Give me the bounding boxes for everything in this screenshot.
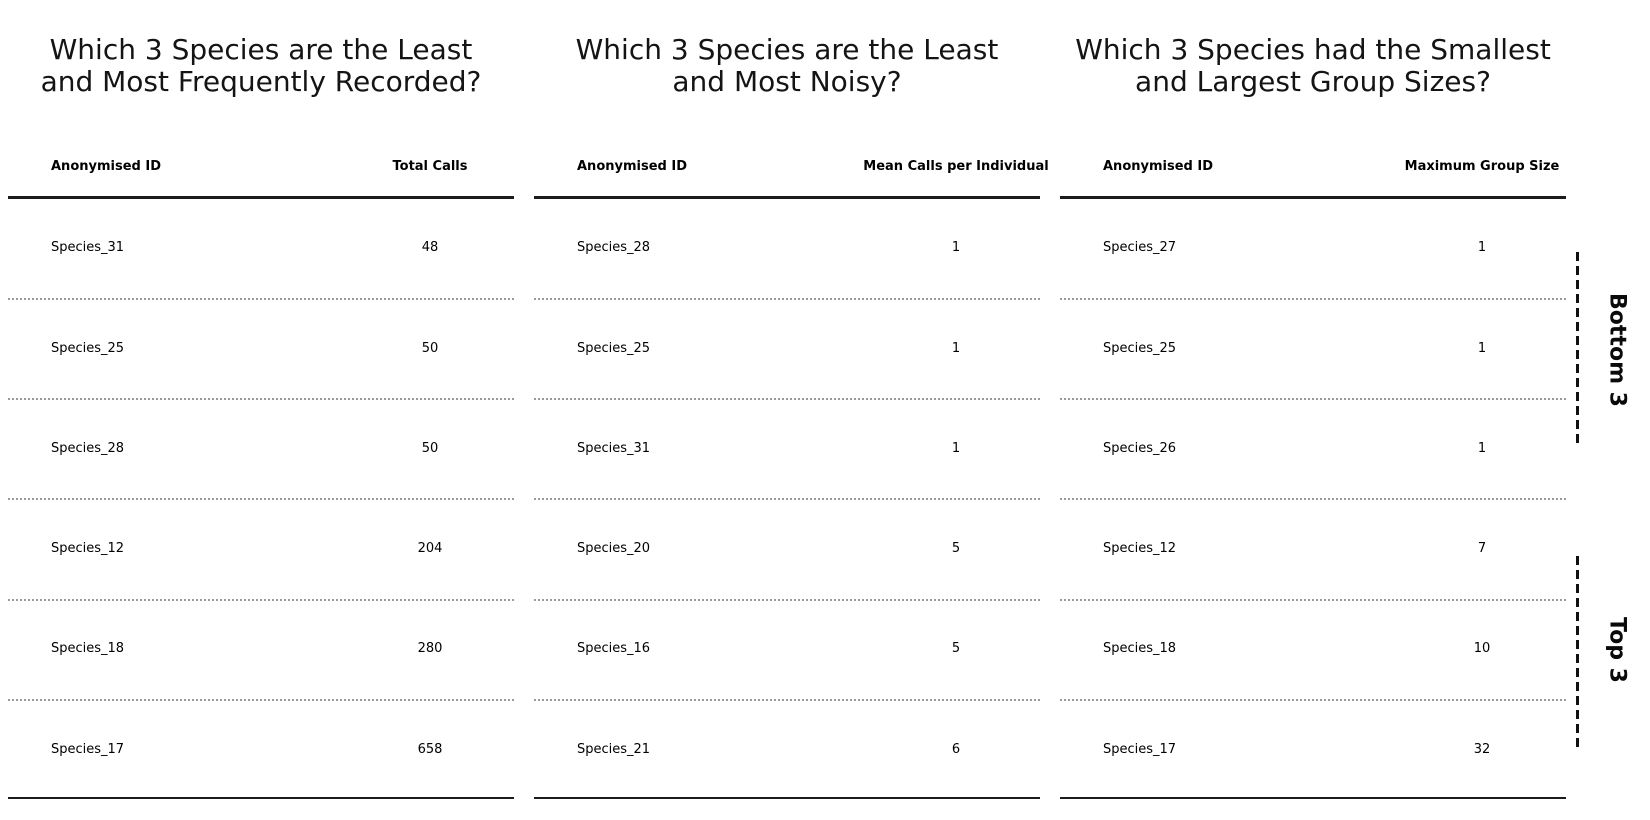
row-separator (534, 599, 1040, 601)
value-cell: 10 (1473, 641, 1491, 656)
value-cell: 1 (1477, 441, 1487, 456)
table-title: Which 3 Species are the Least and Most F… (40, 33, 482, 98)
species-id-cell: Species_18 (51, 641, 125, 656)
species-id-cell: Species_31 (51, 240, 125, 255)
value-cell: 50 (421, 441, 439, 456)
table-group-size: Which 3 Species had the Smallest and Lar… (1060, 0, 1566, 820)
table-title: Which 3 Species had the Smallest and Lar… (1075, 33, 1551, 98)
value-cell: 1 (951, 240, 961, 255)
table-total-calls: Which 3 Species are the Least and Most F… (8, 0, 514, 820)
species-id-cell: Species_17 (51, 742, 125, 757)
value-cell: 7 (1477, 541, 1487, 556)
value-cell: 1 (951, 441, 961, 456)
row-separator (8, 398, 514, 400)
header-rule (534, 196, 1040, 199)
row-separator (8, 599, 514, 601)
value-cell: 1 (1477, 240, 1487, 255)
top3-label: Top 3 (1604, 617, 1630, 683)
row-separator (1060, 699, 1566, 701)
species-id-cell: Species_28 (51, 441, 125, 456)
value-cell: 50 (421, 341, 439, 356)
species-id-cell: Species_20 (577, 541, 651, 556)
species-id-cell: Species_28 (577, 240, 651, 255)
row-separator (534, 398, 1040, 400)
species-id-cell: Species_25 (51, 341, 125, 356)
value-cell: 48 (421, 240, 439, 255)
value-cell: 32 (1473, 742, 1491, 757)
table-mean-calls: Which 3 Species are the Least and Most N… (534, 0, 1049, 820)
species-id-cell: Species_16 (577, 641, 651, 656)
value-cell: 658 (417, 742, 443, 757)
bottom-rule (534, 797, 1040, 799)
column-header-anonymised-id: Anonymised ID (51, 159, 161, 174)
row-separator (1060, 298, 1566, 300)
column-header-max-group-size: Maximum Group Size (1404, 159, 1560, 174)
species-id-cell: Species_25 (577, 341, 651, 356)
species-id-cell: Species_31 (577, 441, 651, 456)
species-id-cell: Species_26 (1103, 441, 1177, 456)
header-rule (1060, 196, 1566, 199)
column-header-mean-calls: Mean Calls per Individual (863, 159, 1049, 174)
column-header-total-calls: Total Calls (392, 159, 468, 174)
header-rule (8, 196, 514, 199)
row-separator (8, 498, 514, 500)
value-cell: 5 (951, 541, 961, 556)
bottom3-bracket-line (1576, 252, 1579, 448)
row-separator (1060, 498, 1566, 500)
top3-bracket-line (1576, 556, 1579, 751)
row-separator (534, 298, 1040, 300)
species-id-cell: Species_18 (1103, 641, 1177, 656)
species-id-cell: Species_17 (1103, 742, 1177, 757)
value-cell: 5 (951, 641, 961, 656)
value-cell: 6 (951, 742, 961, 757)
value-cell: 1 (1477, 341, 1487, 356)
species-id-cell: Species_27 (1103, 240, 1177, 255)
table-title: Which 3 Species are the Least and Most N… (575, 33, 999, 98)
row-separator (1060, 398, 1566, 400)
column-header-anonymised-id: Anonymised ID (1103, 159, 1213, 174)
species-id-cell: Species_12 (51, 541, 125, 556)
row-separator (8, 699, 514, 701)
species-id-cell: Species_21 (577, 742, 651, 757)
row-separator (534, 699, 1040, 701)
bottom3-label: Bottom 3 (1604, 293, 1630, 407)
species-id-cell: Species_12 (1103, 541, 1177, 556)
row-separator (1060, 599, 1566, 601)
value-cell: 280 (417, 641, 443, 656)
row-separator (534, 498, 1040, 500)
bottom-rule (1060, 797, 1566, 799)
species-id-cell: Species_25 (1103, 341, 1177, 356)
column-header-anonymised-id: Anonymised ID (577, 159, 687, 174)
row-separator (8, 298, 514, 300)
value-cell: 1 (951, 341, 961, 356)
bottom-rule (8, 797, 514, 799)
value-cell: 204 (417, 541, 443, 556)
